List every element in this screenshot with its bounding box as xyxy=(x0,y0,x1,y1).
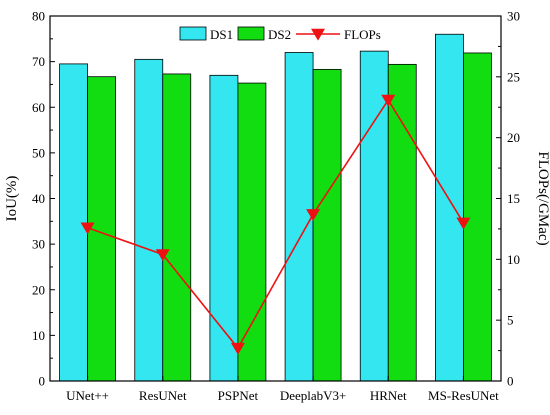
flops-marker-1 xyxy=(155,249,170,262)
left-tick-label: 80 xyxy=(32,9,45,24)
bar-ds1-1 xyxy=(134,58,164,382)
legend-swatch-ds1 xyxy=(179,26,207,41)
left-tick-label: 20 xyxy=(32,282,45,297)
bar-group xyxy=(59,33,492,382)
flops-marker-5 xyxy=(456,217,471,230)
bar-ds1-5 xyxy=(435,33,464,382)
x-tick-label: MS-ResUNet xyxy=(428,388,499,403)
right-tick-label: 30 xyxy=(507,9,520,24)
left-axis: 0 10 20 30 40 50 60 70 80 xyxy=(32,9,55,389)
flops-marker-4 xyxy=(381,94,396,107)
bar-ds2-3 xyxy=(312,68,342,382)
plot-frame xyxy=(49,15,502,382)
right-tick-label: 20 xyxy=(507,130,520,145)
right-tick-label: 0 xyxy=(507,374,514,389)
legend-label-ds2: DS2 xyxy=(268,27,291,42)
legend-label-ds1: DS1 xyxy=(210,27,233,42)
right-tick-label: 10 xyxy=(507,252,520,267)
legend: DS1 DS2 FLOPs xyxy=(179,26,381,42)
bar-ds2-1 xyxy=(162,73,192,382)
bar-ds1-2 xyxy=(209,74,239,382)
left-tick-label: 60 xyxy=(32,100,45,115)
flops-marker-3 xyxy=(306,209,321,221)
right-axis: 0 5 10 15 20 25 30 xyxy=(496,9,520,389)
left-tick-label: 0 xyxy=(39,374,46,389)
bar-ds2-2 xyxy=(237,82,267,382)
x-tick-label: DeeplabV3+ xyxy=(280,388,347,403)
bar-ds2-5 xyxy=(463,52,492,382)
right-tick-label: 5 xyxy=(507,313,514,328)
legend-swatch-ds2 xyxy=(237,26,265,41)
y-axis-title: IoU(%) xyxy=(4,176,20,222)
x-tick-label: HRNet xyxy=(370,388,407,403)
flops-line-group xyxy=(80,94,471,355)
left-tick-label: 50 xyxy=(32,145,45,160)
flops-line xyxy=(87,98,465,350)
bar-ds2-4 xyxy=(387,63,417,382)
x-tick-label: UNet++ xyxy=(66,388,109,403)
flops-marker-0 xyxy=(80,222,95,235)
x-tick-label: ResUNet xyxy=(139,388,187,403)
left-tick-label: 30 xyxy=(32,237,45,252)
y2-axis-title: FLOPs(/GMac) xyxy=(535,151,550,245)
left-tick-label: 10 xyxy=(32,328,45,343)
right-tick-label: 25 xyxy=(507,69,520,84)
right-tick-label: 15 xyxy=(507,191,520,206)
left-tick-label: 70 xyxy=(32,54,45,69)
flops-marker-2 xyxy=(230,342,245,355)
bar-ds1-3 xyxy=(284,52,314,382)
legend-label-flops: FLOPs xyxy=(344,27,381,42)
bar-ds1-4 xyxy=(359,50,389,382)
x-axis: UNet++ ResUNet PSPNet DeeplabV3+ HRNet MS-Res… xyxy=(66,376,499,403)
legend-marker-flops xyxy=(311,28,325,41)
x-tick-label: PSPNet xyxy=(218,388,259,403)
left-tick-label: 40 xyxy=(32,191,45,206)
